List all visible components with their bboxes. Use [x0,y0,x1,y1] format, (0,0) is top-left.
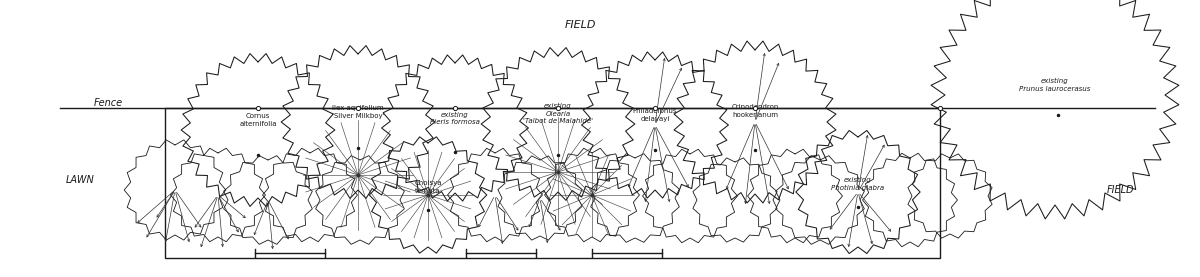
Text: existing
Photinia glabra: existing Photinia glabra [832,177,884,191]
Text: existing
Prunus laurocerasus: existing Prunus laurocerasus [1019,78,1091,92]
Text: Ilex aquifolium
'Silver Milkboy': Ilex aquifolium 'Silver Milkboy' [331,105,384,119]
Text: Fence: Fence [94,98,122,108]
Text: FIELD: FIELD [564,20,595,30]
Text: Choisya
ternata: Choisya ternata [414,180,442,194]
Text: existing
Olearia
'Talbot de Malahide': existing Olearia 'Talbot de Malahide' [523,103,593,124]
Text: FIELD: FIELD [1106,185,1134,195]
Text: existing
Pieris formosa: existing Pieris formosa [430,111,480,125]
Text: Crinodendron
hookerianum: Crinodendron hookerianum [731,104,779,118]
Text: Cornus
alternifolia: Cornus alternifolia [239,113,277,127]
Text: Philadelphus
delavayi: Philadelphus delavayi [632,109,677,122]
Text: LAWN: LAWN [66,175,95,185]
